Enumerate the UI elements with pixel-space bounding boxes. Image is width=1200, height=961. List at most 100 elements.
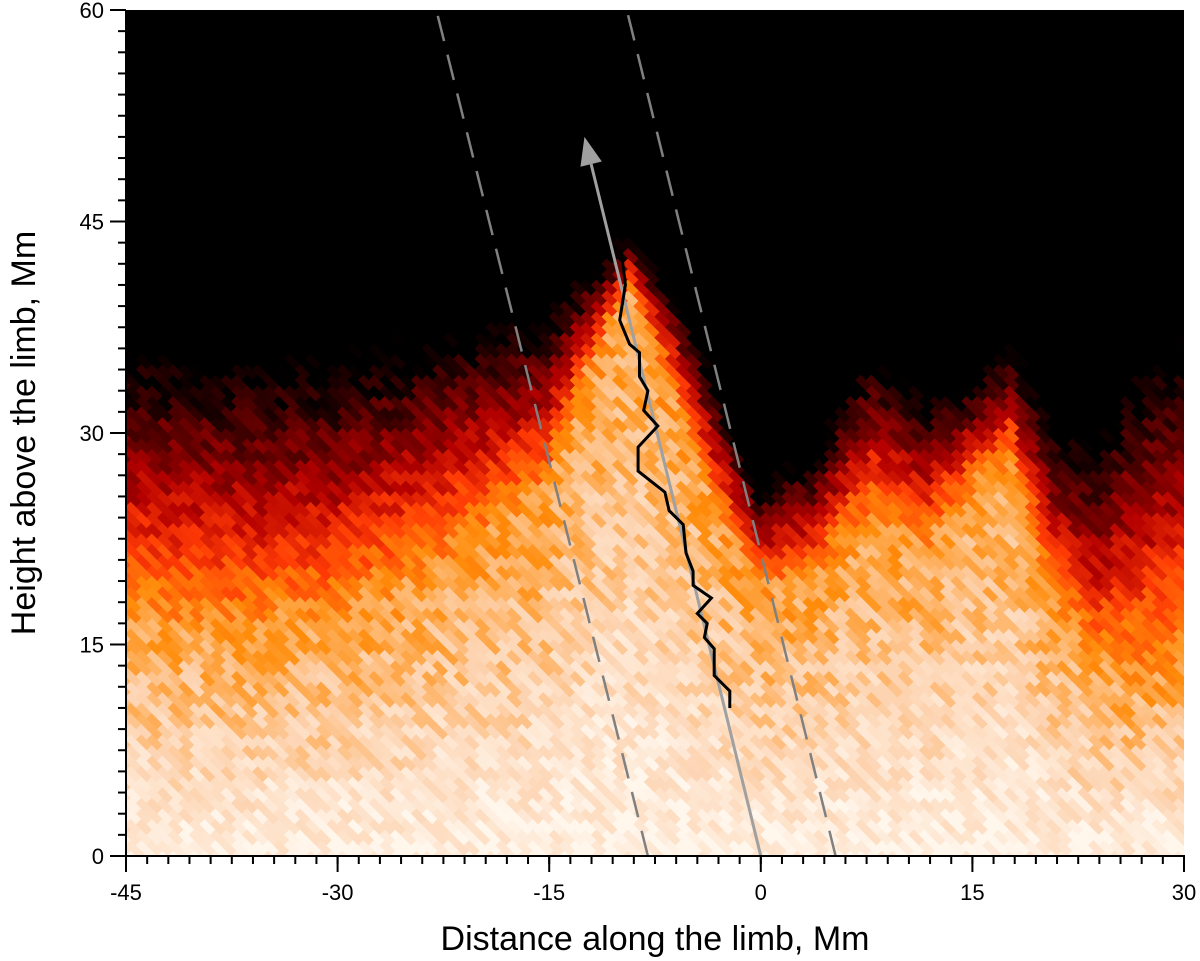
heatmap-cell	[221, 866, 243, 888]
heatmap-cell	[94, 676, 116, 698]
heatmap-cell	[94, 570, 116, 592]
heatmap-cell	[126, 199, 127, 223]
heatmap-cell	[94, 528, 116, 550]
heatmap-cell	[94, 115, 116, 137]
heatmap-cell	[189, 866, 211, 888]
heatmap-cell	[126, 136, 127, 159]
heatmap-cell	[94, 136, 116, 158]
heatmap-cell	[126, 390, 127, 413]
heatmap-cell	[210, 855, 233, 856]
heatmap-cell	[283, 10, 307, 11]
heatmap-cell	[94, 686, 116, 708]
heatmap-cell	[94, 559, 116, 581]
heatmap-cell	[126, 115, 127, 138]
heatmap-cell	[686, 10, 709, 11]
heatmap-cell	[188, 10, 212, 11]
heatmap-cell	[126, 453, 127, 477]
heatmap-cell	[675, 855, 699, 856]
heatmap-cell	[611, 10, 635, 11]
heatmap-cell	[126, 93, 127, 117]
heatmap-cell	[126, 305, 127, 328]
heatmap-cell	[421, 855, 445, 856]
heatmap-cell	[94, 464, 116, 486]
heatmap-cell	[94, 316, 116, 338]
heatmap-cell	[210, 866, 232, 888]
heatmap-cell	[294, 855, 318, 856]
heatmap-cell	[315, 855, 339, 856]
heatmap-cell	[135, 10, 159, 11]
heatmap-cell	[569, 10, 593, 11]
heatmap-cell	[94, 718, 116, 740]
heatmap-cell	[94, 369, 116, 391]
heatmap-cell	[633, 855, 656, 856]
heatmap-cell	[696, 855, 720, 856]
heatmap-cell	[94, 612, 116, 634]
heatmap-cell	[675, 866, 697, 888]
heatmap-cell	[400, 10, 423, 11]
heatmap-cell	[126, 72, 127, 96]
heatmap-cell	[94, 358, 116, 380]
heatmap-cell	[126, 834, 127, 856]
heatmap-cell	[94, 73, 116, 95]
heatmap-cell	[336, 855, 360, 856]
heatmap-cell	[126, 178, 127, 202]
heatmap-cell	[390, 866, 412, 888]
heatmap-cell	[199, 10, 222, 11]
heatmap-cell	[242, 866, 264, 888]
heatmap-cell	[94, 580, 116, 602]
heatmap-cell	[94, 602, 116, 624]
heatmap-cell	[94, 443, 116, 465]
heatmap-cell	[188, 855, 212, 856]
heatmap-cell	[94, 231, 116, 253]
heatmap-cell	[432, 10, 455, 11]
heatmap-cell	[422, 866, 444, 888]
heatmap-cell	[94, 20, 116, 42]
heatmap-cell	[485, 10, 508, 11]
heatmap-cell	[94, 284, 116, 306]
heatmap-cell	[126, 559, 127, 582]
heatmap-cell	[94, 157, 116, 179]
heatmap-cell	[548, 10, 571, 11]
heatmap-cell	[94, 105, 116, 127]
heatmap-cell	[178, 10, 201, 11]
heatmap-cell	[506, 10, 529, 11]
heatmap-cell	[94, 454, 116, 476]
heatmap-cell	[379, 10, 402, 11]
heatmap-cell	[654, 866, 676, 888]
heatmap-cell	[126, 51, 127, 75]
heatmap-cell	[94, 517, 116, 539]
heatmap-cell	[633, 866, 655, 888]
heatmap-cell	[443, 866, 465, 888]
heatmap-cell	[315, 10, 339, 11]
heatmap-cell	[591, 866, 613, 888]
heatmap-cell	[326, 10, 349, 11]
heatmap-cell	[485, 866, 507, 888]
heatmap-cell	[368, 10, 392, 11]
heatmap-cell	[347, 10, 370, 11]
heatmap-cell	[94, 792, 116, 814]
heatmap-cell	[94, 654, 116, 676]
heatmap-cell	[464, 866, 486, 888]
heatmap-cell	[94, 41, 116, 63]
heatmap-cell	[94, 401, 116, 423]
heatmap-cell	[168, 866, 190, 888]
heatmap-cell	[94, 707, 116, 729]
heatmap-cell	[146, 866, 168, 888]
heatmap-cell	[126, 242, 127, 265]
heatmap-cell	[231, 855, 254, 856]
heatmap-cell	[358, 10, 381, 11]
heatmap-cell	[126, 791, 127, 815]
heatmap-cell	[453, 10, 476, 11]
heatmap-cell	[126, 601, 127, 625]
heatmap-cell	[126, 220, 127, 244]
heatmap-cell	[94, 549, 116, 571]
heatmap-cell	[94, 824, 116, 846]
heatmap-cell	[231, 10, 254, 11]
heatmap-cell	[94, 380, 116, 402]
heatmap-cell	[369, 866, 391, 888]
heatmap-cell	[94, 475, 116, 497]
heatmap-cell	[126, 686, 127, 709]
heatmap-cell	[94, 62, 116, 84]
heatmap-cell	[410, 10, 434, 11]
heatmap-cell	[126, 495, 127, 519]
